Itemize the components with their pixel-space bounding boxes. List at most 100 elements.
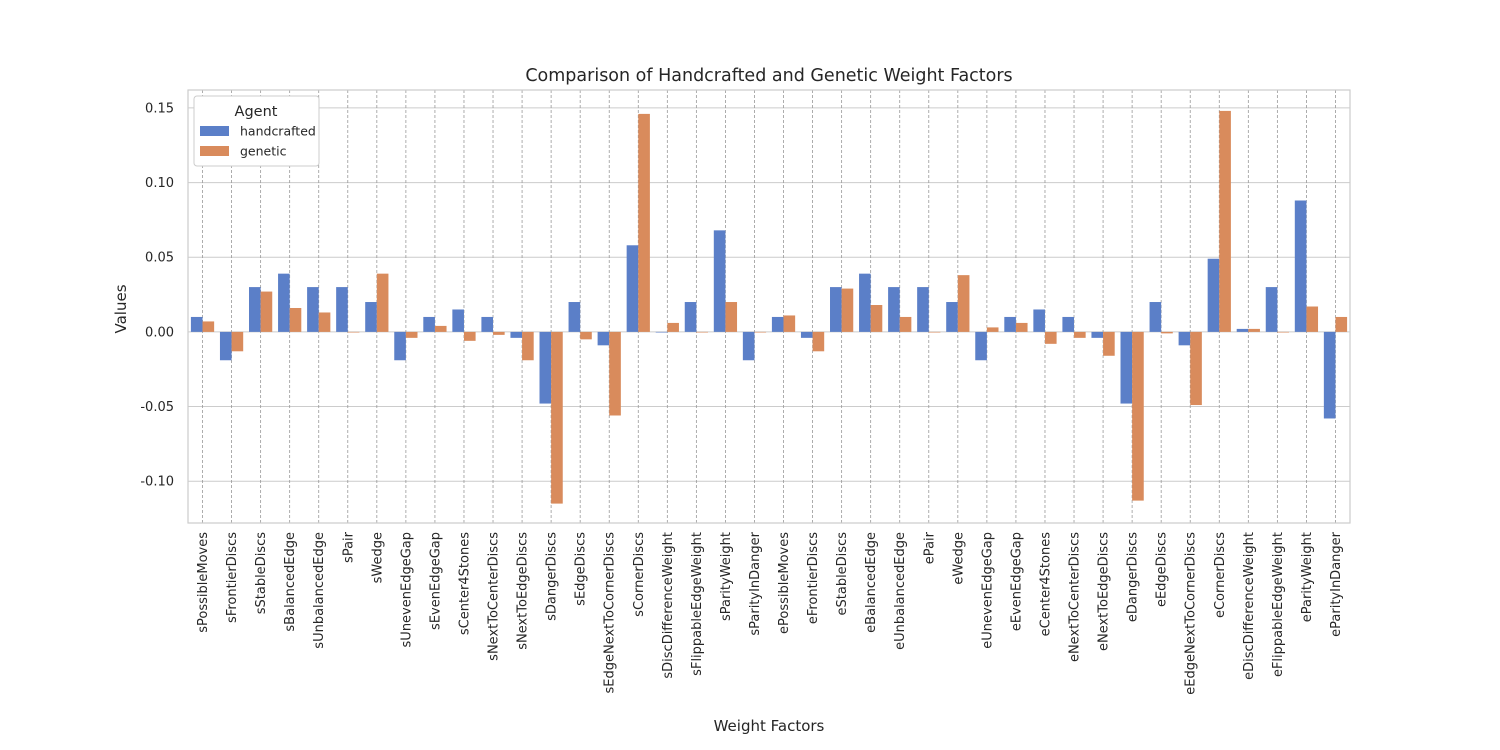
x-tick-label: sNextToCenterDiscs — [487, 532, 502, 661]
x-tick-label: sEvenEdgeGap — [428, 532, 443, 630]
bar-genetic — [202, 321, 215, 332]
bar-handcrafted — [859, 273, 871, 332]
y-axis-label: Values — [112, 284, 130, 333]
x-axis-label: Weight Factors — [714, 717, 825, 735]
plot-frame — [187, 89, 1351, 524]
bar-handcrafted — [1294, 200, 1307, 332]
legend: Agent handcrafted genetic — [193, 95, 320, 167]
bar-handcrafted — [946, 302, 958, 332]
grid-lines — [188, 90, 1350, 523]
bar-genetic — [667, 322, 679, 332]
bar-genetic — [1277, 331, 1289, 333]
bar-handcrafted — [190, 316, 203, 332]
bar-genetic — [841, 288, 854, 332]
bar-genetic — [1248, 328, 1260, 332]
x-tick-label: sEdgeNextToCornerDiscs — [603, 532, 618, 694]
bar-handcrafted — [1265, 287, 1278, 332]
x-tick-label: sCornerDiscs — [632, 532, 647, 617]
x-tick-label: ePossibleMoves — [777, 532, 792, 634]
legend-label-genetic: genetic — [240, 144, 287, 159]
bar-genetic — [318, 312, 331, 332]
bar-genetic — [1190, 331, 1202, 406]
x-tick-label: sEdgeDiscs — [574, 532, 589, 606]
x-tick-label: eFlippableEdgeWeight — [1271, 532, 1286, 677]
bar-genetic — [754, 331, 767, 333]
y-tick-label: 0.10 — [145, 176, 174, 191]
bar-genetic — [376, 273, 389, 332]
x-tick-label: sParityWeight — [719, 532, 734, 621]
legend-label-handcrafted: handcrafted — [240, 124, 316, 139]
x-tick-label: eCenter4Stones — [1038, 532, 1053, 637]
bar-handcrafted — [800, 331, 813, 338]
x-tick-label: eStableDiscs — [835, 532, 850, 616]
bar-genetic — [1306, 306, 1319, 332]
bar-handcrafted — [1091, 331, 1104, 338]
bar-handcrafted — [452, 309, 464, 332]
x-tick-label: sPossibleMoves — [196, 532, 211, 633]
bar-genetic — [580, 331, 592, 340]
legend-swatch-handcrafted — [200, 126, 229, 136]
bar-handcrafted — [975, 331, 987, 361]
x-tick-label: sPair — [341, 531, 356, 563]
x-tick-label: eWedge — [951, 532, 966, 585]
bar-genetic — [434, 325, 447, 332]
bar-genetic — [463, 331, 476, 341]
bar-genetic — [1015, 322, 1028, 332]
legend-items: handcrafted genetic — [200, 124, 316, 159]
x-tick-label: sWedge — [370, 532, 385, 583]
bar-handcrafted — [219, 331, 232, 361]
bar-handcrafted — [394, 331, 406, 361]
x-tick-label: eNextToEdgeDiscs — [1097, 532, 1112, 651]
y-tick-label: -0.05 — [140, 400, 174, 415]
y-tick-label: 0.05 — [145, 251, 174, 266]
x-tick-label: sFlippableEdgeWeight — [690, 532, 705, 676]
bar-genetic — [1044, 331, 1057, 344]
bar-handcrafted — [771, 316, 784, 332]
x-tick-label: sUnevenEdgeGap — [399, 532, 414, 647]
x-tick-label: sCenter4Stones — [457, 532, 472, 635]
bar-handcrafted — [1062, 316, 1075, 332]
bar-handcrafted — [307, 287, 319, 332]
bar-handcrafted — [365, 302, 377, 332]
x-tick-label: sParityInDanger — [748, 531, 763, 635]
bar-handcrafted — [510, 331, 523, 338]
x-tick-label: eDiscDifferenceWeight — [1242, 532, 1257, 680]
bar-handcrafted — [1120, 331, 1133, 404]
bar-genetic — [638, 113, 650, 332]
x-tick-label: sDiscDifferenceWeight — [661, 532, 676, 679]
y-tick-label: 0.15 — [145, 101, 174, 116]
bar-genetic — [231, 331, 244, 352]
bar-handcrafted — [1033, 309, 1045, 332]
x-tick-label: sNextToEdgeDiscs — [516, 532, 531, 650]
x-tick-label: eNextToCenterDiscs — [1068, 532, 1083, 662]
x-tick-label: eBalancedEdge — [864, 532, 879, 633]
bar-genetic — [812, 331, 825, 352]
bar-handcrafted — [481, 316, 494, 332]
bar-genetic — [289, 307, 302, 332]
x-tick-label: sBalancedEdge — [283, 532, 298, 632]
x-tick-label: ePair — [922, 531, 937, 564]
bar-genetic — [522, 331, 534, 361]
bar-genetic — [957, 275, 970, 332]
bar-handcrafted — [1207, 258, 1220, 332]
x-tick-label: eParityWeight — [1300, 532, 1315, 622]
bar-handcrafted — [539, 331, 552, 404]
x-tick-label: eUnevenEdgeGap — [980, 532, 995, 649]
bar-genetic — [1103, 331, 1115, 356]
x-tick-label: eCornerDiscs — [1213, 532, 1228, 618]
bar-genetic — [493, 331, 505, 335]
x-tick-label: eEdgeDiscs — [1155, 532, 1170, 607]
x-tick-label: sFrontierDiscs — [225, 532, 240, 623]
bar-handcrafted — [830, 287, 842, 332]
bar-genetic — [1219, 110, 1231, 332]
y-tick-label: 0.00 — [145, 325, 174, 340]
bar-genetic — [725, 302, 738, 332]
bar-handcrafted — [626, 245, 639, 332]
x-tick-label: eEvenEdgeGap — [1009, 532, 1024, 631]
bar-handcrafted — [249, 287, 261, 332]
bar-genetic — [696, 331, 708, 333]
legend-title: Agent — [235, 104, 278, 120]
bar-handcrafted — [713, 230, 726, 332]
bar-handcrafted — [684, 302, 697, 332]
bar-genetic — [609, 331, 621, 416]
